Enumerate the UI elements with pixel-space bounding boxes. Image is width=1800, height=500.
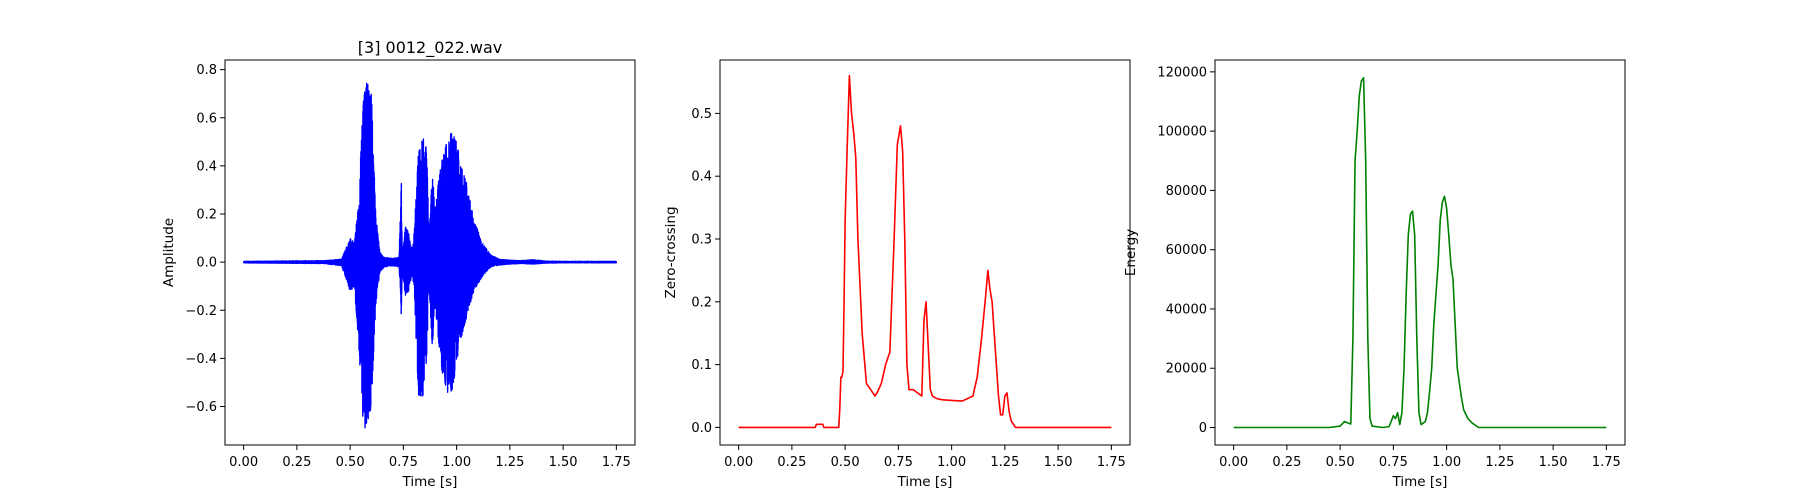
x-tick-label: 0.50: [336, 455, 365, 470]
y-tick-label: 120000: [1157, 65, 1207, 80]
y-tick-label: 0.5: [691, 107, 712, 122]
x-tick-label: 0.75: [1379, 455, 1408, 470]
x-tick-label: 0.25: [282, 455, 311, 470]
x-tick-label: 1.75: [1097, 455, 1126, 470]
y-tick-label: 80000: [1166, 184, 1207, 199]
series-line: [738, 74, 1112, 429]
x-tick-label: 1.75: [1592, 455, 1621, 470]
x-tick-label: 1.25: [495, 455, 524, 470]
y-axis-label: Energy: [1123, 229, 1139, 276]
plot-frame: [224, 59, 636, 446]
x-tick-label: 1.50: [549, 455, 578, 470]
x-tick-label: 0.75: [884, 455, 913, 470]
x-tick-label: 1.25: [1485, 455, 1514, 470]
x-tick-label: 0.50: [831, 455, 860, 470]
x-tick-label: 0.00: [724, 455, 753, 470]
x-tick-label: 1.00: [1432, 455, 1461, 470]
y-tick-label: 0.4: [691, 170, 712, 185]
zero-crossing-panel: 0.0 0.1 0.2 0.3 0.4 0.5 0.00 0.25 0.50 0.75 1.00 1…: [663, 59, 1131, 490]
y-tick-label: 0.2: [196, 208, 217, 223]
y-tick-label: 40000: [1166, 302, 1207, 317]
y-tick-label: 0: [1199, 421, 1207, 436]
series-line: [1233, 76, 1607, 429]
plot-frame: [719, 59, 1131, 446]
y-tick-label: −0.6: [185, 400, 217, 415]
y-tick-label: 0.2: [691, 295, 712, 310]
x-tick-label: 1.50: [1539, 455, 1568, 470]
x-tick-label: 0.00: [229, 455, 258, 470]
y-tick-label: 20000: [1166, 362, 1207, 377]
x-tick-label: 1.75: [602, 455, 631, 470]
x-axis-label: Time [s]: [1392, 474, 1448, 490]
y-tick-label: 0.6: [196, 111, 217, 126]
x-tick-label: 1.00: [442, 455, 471, 470]
y-tick-label: 0.3: [691, 232, 712, 247]
x-ticks: 0.00 0.25 0.50 0.75 1.00 1.25 1.50 1.75: [229, 445, 631, 470]
x-tick-label: 0.25: [1272, 455, 1301, 470]
x-ticks: 0.00 0.25 0.50 0.75 1.00 1.25 1.50 1.75: [724, 445, 1126, 470]
y-ticks: −0.6 −0.4 −0.2 0.0 0.2 0.4 0.6 0.8: [185, 63, 225, 415]
y-tick-label: 0.0: [691, 421, 712, 436]
x-tick-label: 1.50: [1044, 455, 1073, 470]
x-tick-label: 0.00: [1219, 455, 1248, 470]
x-tick-label: 0.75: [389, 455, 418, 470]
energy-series: [1233, 76, 1607, 429]
y-ticks: 0.0 0.1 0.2 0.3 0.4 0.5: [691, 107, 720, 436]
amplitude-panel: [3] 0012_022.wav −0.6 −0.4 −0.2 0.0 0.2 0.4 0.…: [161, 38, 636, 490]
x-ticks: 0.00 0.25 0.50 0.75 1.00 1.25 1.50 1.75: [1219, 445, 1621, 470]
amplitude-series: [242, 82, 618, 429]
y-tick-label: 0.4: [196, 159, 217, 174]
x-tick-label: 0.50: [1326, 455, 1355, 470]
y-tick-label: 0.0: [196, 256, 217, 271]
x-tick-label: 0.25: [777, 455, 806, 470]
y-tick-label: 60000: [1166, 243, 1207, 258]
waveform-line: [242, 82, 618, 429]
y-axis-label: Amplitude: [161, 218, 177, 287]
y-ticks: 0 20000 40000 60000 80000 100000 120000: [1157, 65, 1215, 436]
plot-frame: [1214, 59, 1626, 446]
y-axis-label: Zero-crossing: [663, 206, 679, 298]
y-tick-label: 0.1: [691, 358, 712, 373]
zero-crossing-series: [738, 74, 1112, 429]
y-tick-label: 0.8: [196, 63, 217, 78]
y-tick-label: −0.4: [185, 352, 217, 367]
x-tick-label: 1.25: [990, 455, 1019, 470]
x-tick-label: 1.00: [937, 455, 966, 470]
chart-title: [3] 0012_022.wav: [358, 38, 502, 58]
y-tick-label: −0.2: [185, 304, 217, 319]
x-axis-label: Time [s]: [402, 474, 458, 490]
x-axis-label: Time [s]: [897, 474, 953, 490]
y-tick-label: 100000: [1157, 125, 1207, 140]
